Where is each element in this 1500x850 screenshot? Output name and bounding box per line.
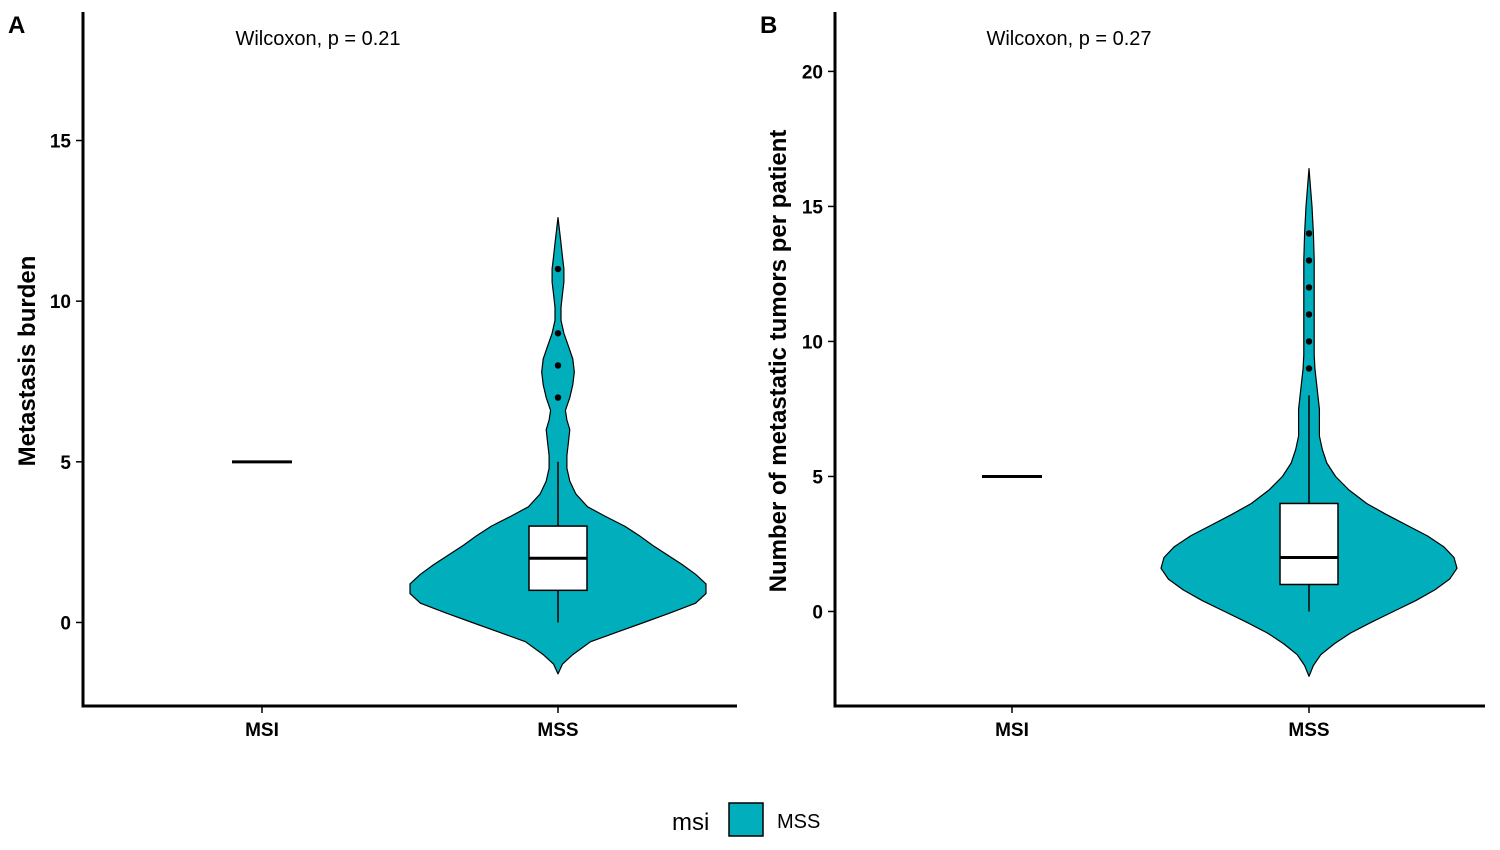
mss-outlier-point (1305, 257, 1313, 264)
y-tick-label: 15 (802, 197, 824, 218)
y-tick-label: 10 (802, 332, 823, 353)
x-tick-label: MSS (1288, 720, 1329, 741)
mss-outlier-point (1305, 365, 1313, 372)
wilcoxon-annotation: Wilcoxon, p = 0.27 (986, 28, 1151, 50)
mss-outlier-point (1305, 284, 1313, 291)
mss-outlier-point (554, 362, 562, 369)
mss-outlier-point (554, 330, 562, 337)
mss-outlier-point (554, 394, 562, 401)
y-tick-label: 5 (812, 467, 823, 488)
panel-a: A Wilcoxon, p = 0.21 Metastasis burden 0 5 10… (8, 12, 737, 741)
panel-b: B Wilcoxon, p = 0.27 Number of metastatic … (760, 12, 1485, 741)
panel-tag: B (760, 12, 777, 39)
mss-outlier-point (1305, 338, 1313, 345)
panel-tag: A (8, 12, 25, 39)
mss-box (1279, 502, 1339, 586)
y-axis-label: Metastasis burden (14, 256, 41, 467)
y-tick-label: 10 (50, 292, 71, 313)
x-tick-label: MSI (995, 720, 1029, 741)
mss-outlier-point (1305, 230, 1313, 237)
mss-outlier-point (1305, 311, 1313, 318)
mss-violin (409, 217, 707, 675)
wilcoxon-annotation: Wilcoxon, p = 0.21 (235, 28, 400, 50)
y-tick-label: 20 (802, 62, 823, 83)
y-axis-label: Number of metastatic tumors per patient (765, 130, 792, 593)
legend: msi MSS (672, 802, 820, 837)
legend-swatch (728, 802, 764, 837)
legend-title: msi (672, 809, 709, 836)
y-tick-label: 0 (812, 602, 823, 623)
y-tick-label: 0 (60, 613, 71, 634)
x-tick-label: MSS (537, 720, 578, 741)
mss-outlier-point (554, 265, 562, 273)
legend-entry-label: MSS (777, 811, 820, 833)
x-tick-label: MSI (245, 720, 279, 741)
y-tick-label: 15 (50, 132, 72, 153)
y-tick-label: 5 (60, 453, 71, 474)
